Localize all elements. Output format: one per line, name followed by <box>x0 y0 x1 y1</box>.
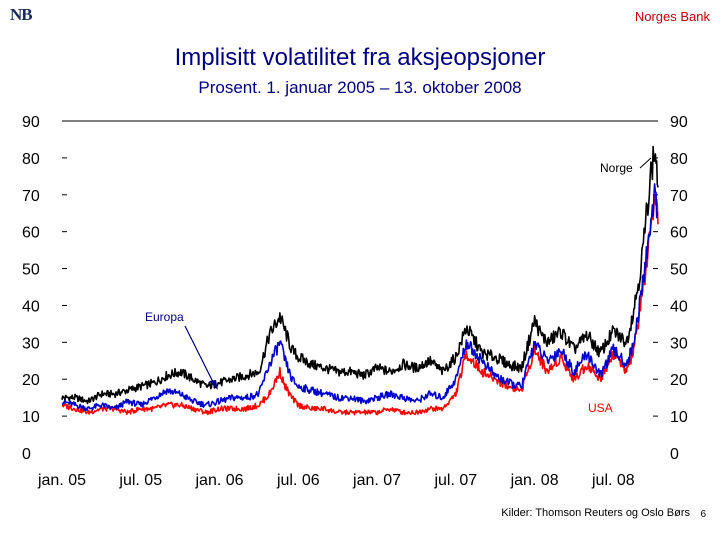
y-tick-label-left: 80 <box>22 151 40 168</box>
org-name: Norges Bank <box>634 9 710 24</box>
y-tick-label-right: 90 <box>670 114 688 131</box>
y-tick-label-left: 40 <box>22 298 40 315</box>
norges-bank-logo: NB <box>10 5 33 24</box>
annotation-europa-arrow <box>184 325 215 385</box>
chart-title: Implisitt volatilitet fra aksjeopsjoner <box>174 44 546 71</box>
annotation-europa: Europa <box>145 310 184 324</box>
y-tick-label-right: 60 <box>670 225 688 242</box>
x-tick-label: jul. 06 <box>276 472 320 489</box>
annotations: Norge Europa USA <box>145 157 652 415</box>
y-tick-label-left: 20 <box>22 372 40 389</box>
x-tick-label: jul. 05 <box>118 472 162 489</box>
y-tick-label-left: 0 <box>22 446 31 463</box>
page-number: 6 <box>700 509 706 520</box>
y-axis-left: 0 10 20 30 40 50 60 70 80 90 <box>22 114 67 463</box>
y-tick-label-left: 60 <box>22 225 40 242</box>
series-lines <box>61 145 659 416</box>
x-axis: jan. 05 jul. 05 jan. 06 jul. 06 jan. 07 jul. … <box>37 472 635 489</box>
chart-subtitle: Prosent. 1. januar 2005 – 13. oktober 20… <box>198 78 522 97</box>
x-tick-label: jan. 07 <box>352 472 401 489</box>
series-line-usa <box>61 194 659 416</box>
y-tick-label-right: 40 <box>670 298 688 315</box>
y-tick-label-right: 80 <box>670 151 688 168</box>
annotation-norge: Norge <box>600 161 633 175</box>
y-tick-label-left: 10 <box>22 409 40 426</box>
series-line-norge <box>61 145 659 405</box>
x-tick-label: jan. 08 <box>510 472 559 489</box>
y-tick-label-right: 0 <box>670 446 679 463</box>
x-tick-label: jul. 08 <box>591 472 635 489</box>
x-tick-label: jul. 07 <box>433 472 477 489</box>
y-tick-label-right: 50 <box>670 262 688 279</box>
y-tick-label-left: 70 <box>22 188 40 205</box>
y-tick-label-right: 70 <box>670 188 688 205</box>
y-axis-right: 0 10 20 30 40 50 60 70 80 90 <box>653 114 688 463</box>
y-tick-label-right: 20 <box>670 372 688 389</box>
annotation-norge-pointer <box>639 157 652 169</box>
series-line-europa <box>61 183 659 412</box>
x-tick-label: jan. 05 <box>37 472 86 489</box>
annotation-europa-arrowhead <box>209 380 218 390</box>
source-note: Kilder: Thomson Reuters og Oslo Børs <box>501 507 690 519</box>
y-tick-label-left: 30 <box>22 335 40 352</box>
x-tick-label: jan. 06 <box>195 472 244 489</box>
y-tick-label-right: 30 <box>670 335 688 352</box>
annotation-usa: USA <box>588 401 613 415</box>
y-tick-label-right: 10 <box>670 409 688 426</box>
y-tick-label-left: 90 <box>22 114 40 131</box>
y-tick-label-left: 50 <box>22 262 40 279</box>
